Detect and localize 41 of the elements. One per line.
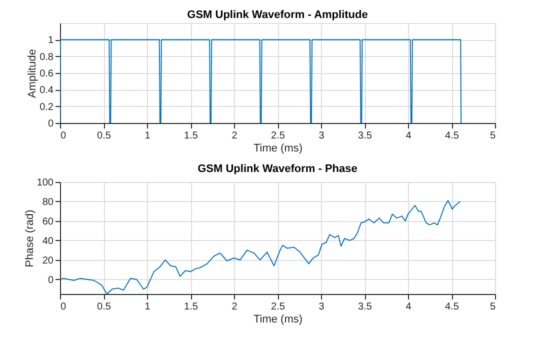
- x-tick-label: 4.5: [445, 130, 460, 142]
- x-tick-label: 4.5: [445, 302, 460, 312]
- x-tick-label: 2: [232, 302, 238, 312]
- y-tick-label: 80: [42, 196, 54, 208]
- x-axis-title: Time (ms): [253, 314, 303, 326]
- y-tick-label: 0: [48, 118, 54, 130]
- x-tick-label: 1: [144, 302, 151, 312]
- x-tick-label: 2: [232, 130, 238, 142]
- x-tick-label: 2.5: [271, 130, 286, 142]
- x-tick-label: 1.5: [184, 302, 198, 312]
- y-tick-label: 20: [42, 255, 54, 266]
- chart-title: GSM Uplink Waveform - Phase: [198, 163, 358, 175]
- x-tick-label: 4: [406, 130, 412, 142]
- y-tick-label: 100: [36, 178, 54, 188]
- x-tick-label: 3.5: [358, 130, 372, 142]
- chart-title: GSM Uplink Waveform - Amplitude: [187, 9, 368, 21]
- x-tick-label: 3: [318, 130, 325, 142]
- x-tick-label: 4: [406, 302, 412, 312]
- x-tick-label: 3.5: [358, 302, 372, 312]
- y-tick-label: 0.6: [40, 68, 54, 80]
- y-tick-label: 0.2: [40, 102, 54, 113]
- x-tick-label: 2.5: [271, 302, 286, 312]
- line-series: [60, 200, 461, 294]
- y-axis-title: Amplitude: [26, 49, 39, 98]
- y-tick-label: 0: [48, 274, 54, 286]
- y-axis-title: Phase (rad): [24, 210, 36, 268]
- x-tick-label: 0: [60, 302, 66, 312]
- x-tick-label: 0.5: [97, 130, 112, 142]
- y-tick-label: 0.8: [40, 52, 54, 63]
- x-tick-label: 3: [318, 302, 325, 312]
- x-tick-label: 1: [144, 130, 151, 142]
- x-tick-label: 0: [60, 130, 66, 142]
- x-tick-label: 5: [490, 302, 496, 312]
- x-tick-label: 5: [490, 130, 496, 142]
- x-tick-label: 1.5: [184, 130, 198, 142]
- x-tick-label: 0.5: [97, 302, 112, 312]
- y-tick-label: 40: [42, 236, 54, 247]
- y-tick-label: 0.4: [40, 85, 54, 96]
- y-tick-label: 60: [42, 216, 54, 228]
- x-axis-title: Time (ms): [253, 142, 303, 154]
- y-tick-label: 1: [48, 35, 54, 46]
